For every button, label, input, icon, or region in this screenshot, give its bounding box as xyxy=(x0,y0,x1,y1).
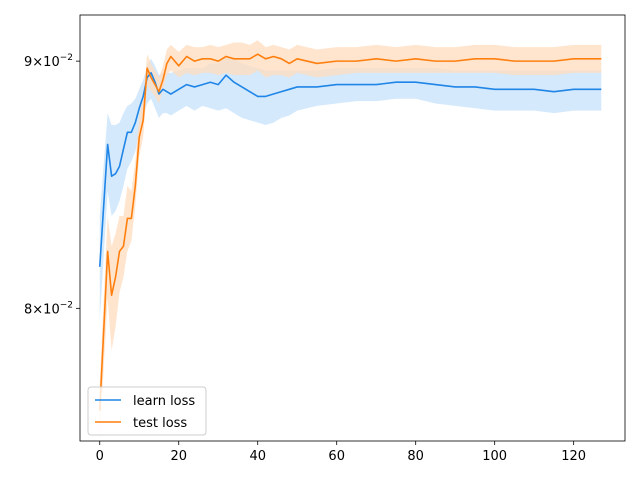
test-loss-legend-label: test loss xyxy=(133,416,187,431)
learn-loss-line xyxy=(98,72,602,267)
x-tick-label: 0 xyxy=(96,449,104,464)
learn-loss-band xyxy=(99,56,602,322)
x-axis: 0 20 40 60 80 100 120 xyxy=(96,441,586,464)
plot-area-frame xyxy=(79,14,626,442)
x-tick-label: 40 xyxy=(249,449,266,464)
confidence-bands xyxy=(99,40,602,439)
test-loss-line xyxy=(98,53,602,411)
x-tick-label: 60 xyxy=(328,449,345,464)
learn-loss-legend-label: learn loss xyxy=(133,394,195,409)
y-axis: 8×10−2 9×10−2 xyxy=(24,53,80,317)
legend-frame xyxy=(87,386,207,436)
legend: learn loss test loss xyxy=(87,386,207,436)
series-lines xyxy=(98,53,602,411)
x-tick-label: 120 xyxy=(561,449,586,464)
test-loss-band xyxy=(99,40,602,439)
x-tick-label: 100 xyxy=(482,449,507,464)
y-tick-label: 8×10−2 xyxy=(24,300,73,317)
y-tick-label: 9×10−2 xyxy=(24,53,73,70)
x-tick-label: 20 xyxy=(170,449,187,464)
x-tick-label: 80 xyxy=(407,449,424,464)
